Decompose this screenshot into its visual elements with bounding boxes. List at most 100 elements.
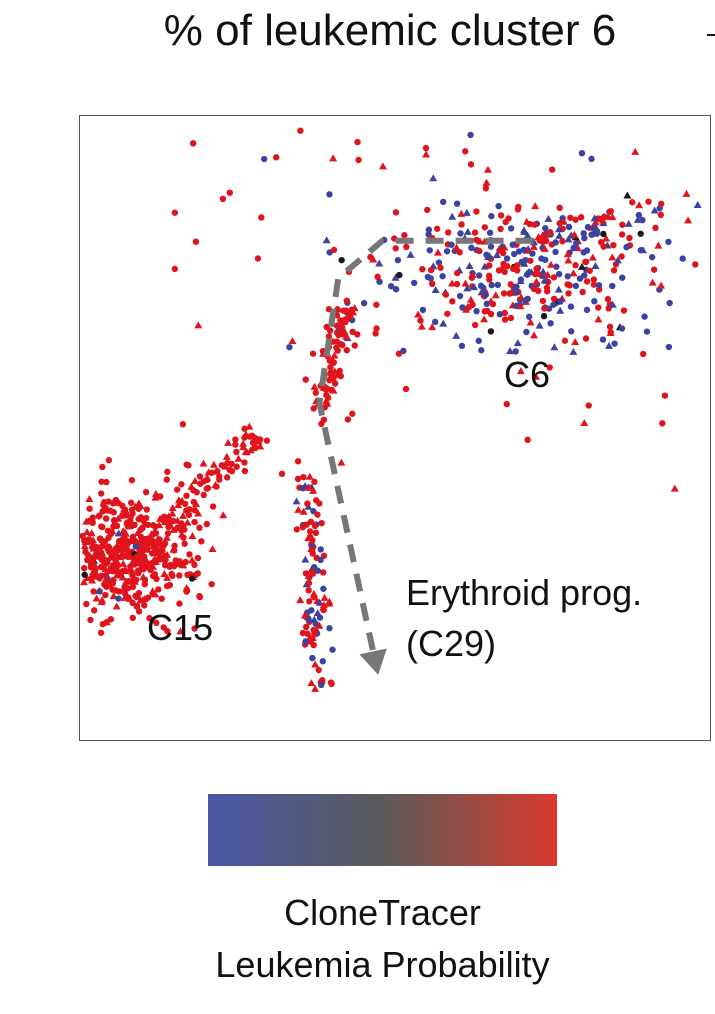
point-sparse bbox=[484, 307, 491, 315]
point-c6 bbox=[424, 273, 432, 281]
point-stem bbox=[328, 356, 337, 364]
point-sparse bbox=[297, 127, 304, 134]
point-c15 bbox=[160, 624, 167, 631]
point-c6-tail bbox=[629, 199, 636, 206]
point-c6 bbox=[406, 250, 415, 258]
point-c15 bbox=[153, 619, 160, 627]
point-c15 bbox=[191, 507, 198, 514]
point-c6 bbox=[539, 238, 547, 246]
point-sparse bbox=[219, 195, 227, 203]
point-c6 bbox=[559, 238, 566, 245]
cluster-label-c6: C6 bbox=[504, 354, 551, 395]
point-stem bbox=[325, 333, 333, 340]
point-c15 bbox=[169, 525, 178, 533]
point-c6 bbox=[499, 249, 507, 257]
point-c15-stream bbox=[179, 522, 187, 530]
point-c6-tail bbox=[570, 230, 579, 238]
point-c15 bbox=[139, 573, 148, 581]
point-sparse bbox=[661, 392, 669, 399]
point-c6 bbox=[503, 255, 511, 262]
point-c15-stream bbox=[216, 473, 223, 480]
point-c15-stream bbox=[222, 452, 231, 460]
point-c15 bbox=[127, 499, 135, 506]
point-c15 bbox=[95, 586, 104, 594]
point-stem bbox=[326, 327, 334, 334]
point-c15 bbox=[127, 517, 134, 524]
point-c29 bbox=[296, 596, 305, 604]
point-sparse bbox=[258, 214, 265, 221]
point-c6 bbox=[527, 257, 534, 264]
point-sparse bbox=[452, 243, 461, 251]
point-sparse bbox=[445, 229, 452, 236]
point-c15 bbox=[169, 572, 176, 580]
point-c6 bbox=[433, 225, 441, 232]
point-c6 bbox=[465, 304, 472, 311]
point-c6 bbox=[427, 266, 435, 274]
point-c6 bbox=[458, 221, 465, 228]
point-c15 bbox=[99, 552, 106, 560]
point-c6 bbox=[448, 241, 455, 248]
point-c29 bbox=[309, 654, 316, 662]
point-stem bbox=[330, 351, 339, 359]
point-c6 bbox=[507, 281, 514, 288]
point-c6 bbox=[504, 262, 511, 270]
point-c15-stream bbox=[252, 435, 260, 442]
point-c15 bbox=[151, 557, 160, 565]
point-c6 bbox=[410, 279, 418, 287]
point-c6 bbox=[465, 261, 474, 269]
point-c15 bbox=[129, 572, 136, 579]
point-c29 bbox=[315, 621, 324, 629]
point-c6 bbox=[463, 227, 472, 235]
point-c15 bbox=[157, 544, 166, 552]
point-c6 bbox=[466, 295, 475, 303]
point-c15 bbox=[163, 573, 172, 581]
point-c6 bbox=[554, 285, 563, 293]
point-c15 bbox=[122, 577, 131, 585]
point-c6 bbox=[431, 286, 440, 294]
point-c15 bbox=[110, 576, 117, 584]
point-c6 bbox=[569, 347, 578, 355]
point-c15 bbox=[92, 594, 101, 602]
point-c6 bbox=[595, 282, 603, 289]
point-c6 bbox=[563, 250, 572, 258]
point-c15-stream bbox=[174, 501, 183, 509]
point-sparse bbox=[631, 147, 640, 155]
point-c6 bbox=[457, 230, 464, 237]
point-c6-tail bbox=[619, 221, 626, 228]
point-c6 bbox=[618, 231, 626, 238]
point-c15 bbox=[115, 537, 123, 545]
point-c29 bbox=[310, 626, 317, 634]
point-c6 bbox=[373, 325, 380, 332]
point-c15 bbox=[116, 553, 125, 561]
point-stem bbox=[342, 332, 351, 340]
point-c6 bbox=[501, 316, 509, 323]
point-c6 bbox=[591, 261, 600, 269]
point-c15-stream bbox=[256, 442, 265, 450]
point-c15-stream bbox=[204, 468, 213, 476]
point-c6 bbox=[516, 367, 525, 375]
point-c6 bbox=[475, 272, 483, 279]
point-c6 bbox=[545, 305, 553, 312]
point-c29 bbox=[315, 598, 324, 606]
point-c6-tail bbox=[658, 200, 665, 208]
point-c6-tail bbox=[546, 229, 554, 236]
point-c15 bbox=[107, 616, 115, 623]
point-c15 bbox=[121, 565, 130, 573]
point-c6-tail bbox=[693, 200, 702, 208]
point-c29 bbox=[312, 529, 320, 537]
point-c6 bbox=[613, 256, 622, 264]
point-c15-stream bbox=[191, 476, 200, 484]
point-c15 bbox=[188, 532, 197, 540]
point-c15 bbox=[196, 524, 203, 531]
point-sparse bbox=[273, 154, 280, 161]
point-c6 bbox=[475, 337, 482, 345]
point-c29 bbox=[304, 483, 313, 491]
point-c6 bbox=[543, 270, 552, 278]
point-sparse bbox=[596, 215, 603, 223]
point-c6 bbox=[516, 302, 525, 310]
point-c29 bbox=[314, 511, 321, 518]
point-stem bbox=[302, 376, 309, 383]
point-c15 bbox=[115, 588, 123, 595]
point-c15 bbox=[170, 547, 178, 554]
point-c6 bbox=[531, 221, 538, 228]
